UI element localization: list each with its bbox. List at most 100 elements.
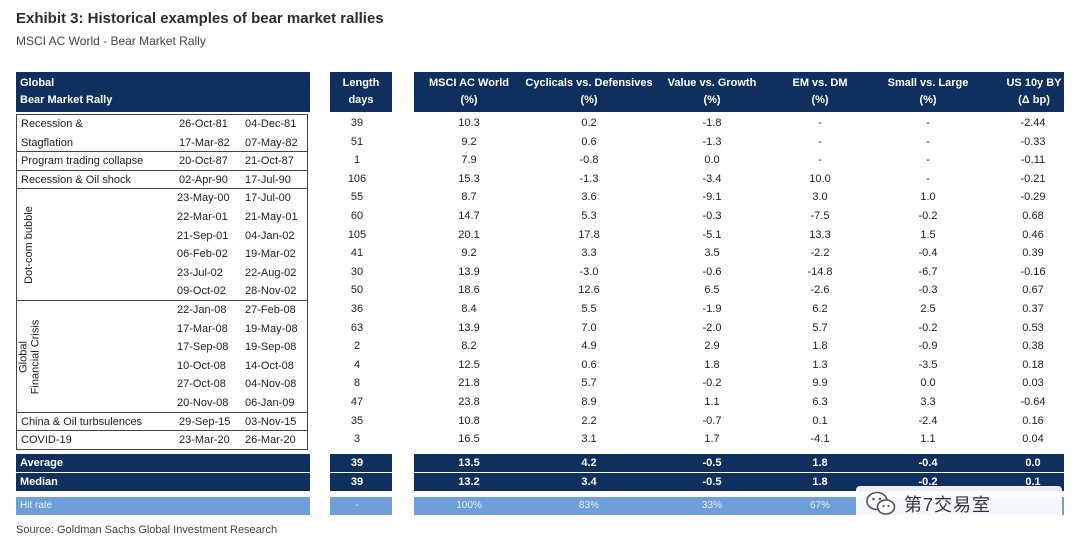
us10y-value: 0.46 xyxy=(1022,228,1044,241)
val-value: -1.3 xyxy=(702,135,722,148)
event-label: Dot-com bubble xyxy=(19,189,39,301)
header-cyc-line2: (%) xyxy=(580,94,598,106)
header-em-line1: EM vs. DM xyxy=(792,77,848,89)
header-global-line2: Bear Market Rally xyxy=(20,94,113,106)
small-value: -0.2 xyxy=(918,321,938,334)
msci-hit-rate: 100% xyxy=(456,500,482,511)
start-date: 20-Nov-08 xyxy=(177,397,229,409)
header-global: Global Bear Market Rally xyxy=(16,72,310,112)
msci-value: 9.2 xyxy=(461,135,477,148)
cyc-summary: 3.4 xyxy=(581,476,597,488)
msci-value: 9.2 xyxy=(461,247,477,260)
us10y-value: 0.16 xyxy=(1022,414,1044,427)
cyc-value: 8.9 xyxy=(581,396,597,408)
em-value: - xyxy=(818,154,822,167)
val-hit-rate: 33% xyxy=(701,500,722,511)
msci-value: 13.9 xyxy=(458,265,480,278)
cyc-value: 17.8 xyxy=(578,228,600,241)
end-date: 19-Sep-08 xyxy=(245,341,297,354)
small-value: -6.7 xyxy=(918,265,938,278)
em-value: 6.2 xyxy=(812,303,828,315)
event-group: Program trading collapse 20-Oct-87 21-Oct-… xyxy=(17,152,307,171)
header-msci-line2: (%) xyxy=(460,94,478,106)
msci-value: 10.8 xyxy=(458,414,480,427)
em-value: - xyxy=(818,117,822,129)
event-group: China & Oil turbsulences 29-Sep-15 03-Nov-… xyxy=(17,413,307,432)
event-group: Dot-com bubble 23-May-00 17-Jul-00 22-Mar-0… xyxy=(17,189,307,301)
length-value: 47 xyxy=(350,396,364,408)
event-label: Global Financial Crisis xyxy=(17,301,42,413)
msci-value: 13.9 xyxy=(458,321,480,334)
em-value: 6.3 xyxy=(812,396,828,408)
val-summary: -0.5 xyxy=(702,457,722,469)
msci-value: 23.8 xyxy=(458,396,480,408)
cyc-value: -0.8 xyxy=(579,154,599,167)
header-length: Length days xyxy=(330,72,392,112)
length-value: 30 xyxy=(350,265,364,278)
us10y-value: -0.29 xyxy=(1020,191,1046,204)
em-value: 10.0 xyxy=(809,172,831,185)
start-date: 06-Feb-02 xyxy=(177,248,228,261)
val-value: -1.8 xyxy=(702,117,722,129)
us10y-value: 0.18 xyxy=(1022,358,1044,371)
start-date: 23-Jul-02 xyxy=(177,266,223,279)
us10y-value: -0.33 xyxy=(1020,135,1046,148)
cyc-value: 5.5 xyxy=(581,303,597,315)
end-date: 04-Nov-08 xyxy=(245,378,297,391)
small-value: - xyxy=(926,117,930,129)
start-date: 09-Oct-02 xyxy=(177,285,226,298)
small-value: -2.4 xyxy=(918,414,938,427)
msci-value: 10.3 xyxy=(458,117,480,129)
end-date: 14-Oct-08 xyxy=(245,359,294,372)
start-date: 22-Jan-08 xyxy=(177,304,227,316)
end-date: 04-Jan-02 xyxy=(245,229,295,242)
end-date: 19-May-08 xyxy=(245,322,298,335)
small-value: 0.0 xyxy=(920,377,936,390)
event-label: China & Oil turbsulences xyxy=(21,415,143,428)
cyc-value: 5.3 xyxy=(581,210,597,222)
hit-rate-label-cell: Hit rate xyxy=(16,497,310,515)
end-date: 06-Jan-09 xyxy=(245,397,295,409)
us10y-value: 0.04 xyxy=(1022,433,1044,446)
event-group: Recession & Stagflation 26-Oct-81 04-Dec-81… xyxy=(17,115,307,153)
watermark: 第7交易室 xyxy=(856,486,1062,522)
event-label: COVID-19 xyxy=(21,434,72,447)
em-value: -4.1 xyxy=(810,433,830,446)
cyc-value: 0.6 xyxy=(581,135,597,148)
end-date: 04-Dec-81 xyxy=(245,118,297,130)
summary-cell: 39 xyxy=(330,473,392,491)
em-value: 0.1 xyxy=(812,414,828,427)
end-date: 17-Jul-00 xyxy=(245,192,291,205)
cyc-hit-rate: 83% xyxy=(578,500,599,511)
cyc-value: 7.0 xyxy=(581,321,597,334)
val-value: -9.1 xyxy=(702,191,722,204)
header-val-line2: (%) xyxy=(703,94,721,106)
small-value: -0.3 xyxy=(918,284,938,297)
wechat-icon xyxy=(866,491,896,515)
us10y-value: 0.39 xyxy=(1022,247,1044,260)
hit-rate-label: Hit rate xyxy=(20,500,53,511)
event-group: Global Financial Crisis 22-Jan-08 27-Feb-08… xyxy=(17,301,307,413)
start-date: 23-May-00 xyxy=(177,192,230,205)
event-label: Program trading collapse xyxy=(21,155,144,168)
us10y-value: -0.64 xyxy=(1020,396,1046,408)
us10y-value: 0.03 xyxy=(1022,377,1044,390)
em-value: -7.5 xyxy=(810,210,830,222)
em-summary: 1.8 xyxy=(812,457,828,469)
small-value: 2.5 xyxy=(920,303,936,315)
length-value: 106 xyxy=(347,172,367,185)
end-date: 22-Aug-02 xyxy=(245,266,297,279)
cyc-value: 5.7 xyxy=(581,377,597,390)
start-date: 26-Oct-81 xyxy=(179,118,228,130)
em-value: -2.2 xyxy=(810,247,830,260)
end-date: 19-Mar-02 xyxy=(245,248,296,261)
source-note: Source: Goldman Sachs Global Investment … xyxy=(16,524,278,536)
start-date: 21-Sep-01 xyxy=(177,229,229,242)
summary-label: Average xyxy=(20,457,64,469)
length-value: 63 xyxy=(350,321,364,334)
msci-summary: 13.2 xyxy=(458,476,480,488)
start-date: 10-Oct-08 xyxy=(177,359,226,372)
end-date: 07-May-82 xyxy=(245,136,298,149)
event-label-text: Global Financial Crisis xyxy=(17,319,42,395)
